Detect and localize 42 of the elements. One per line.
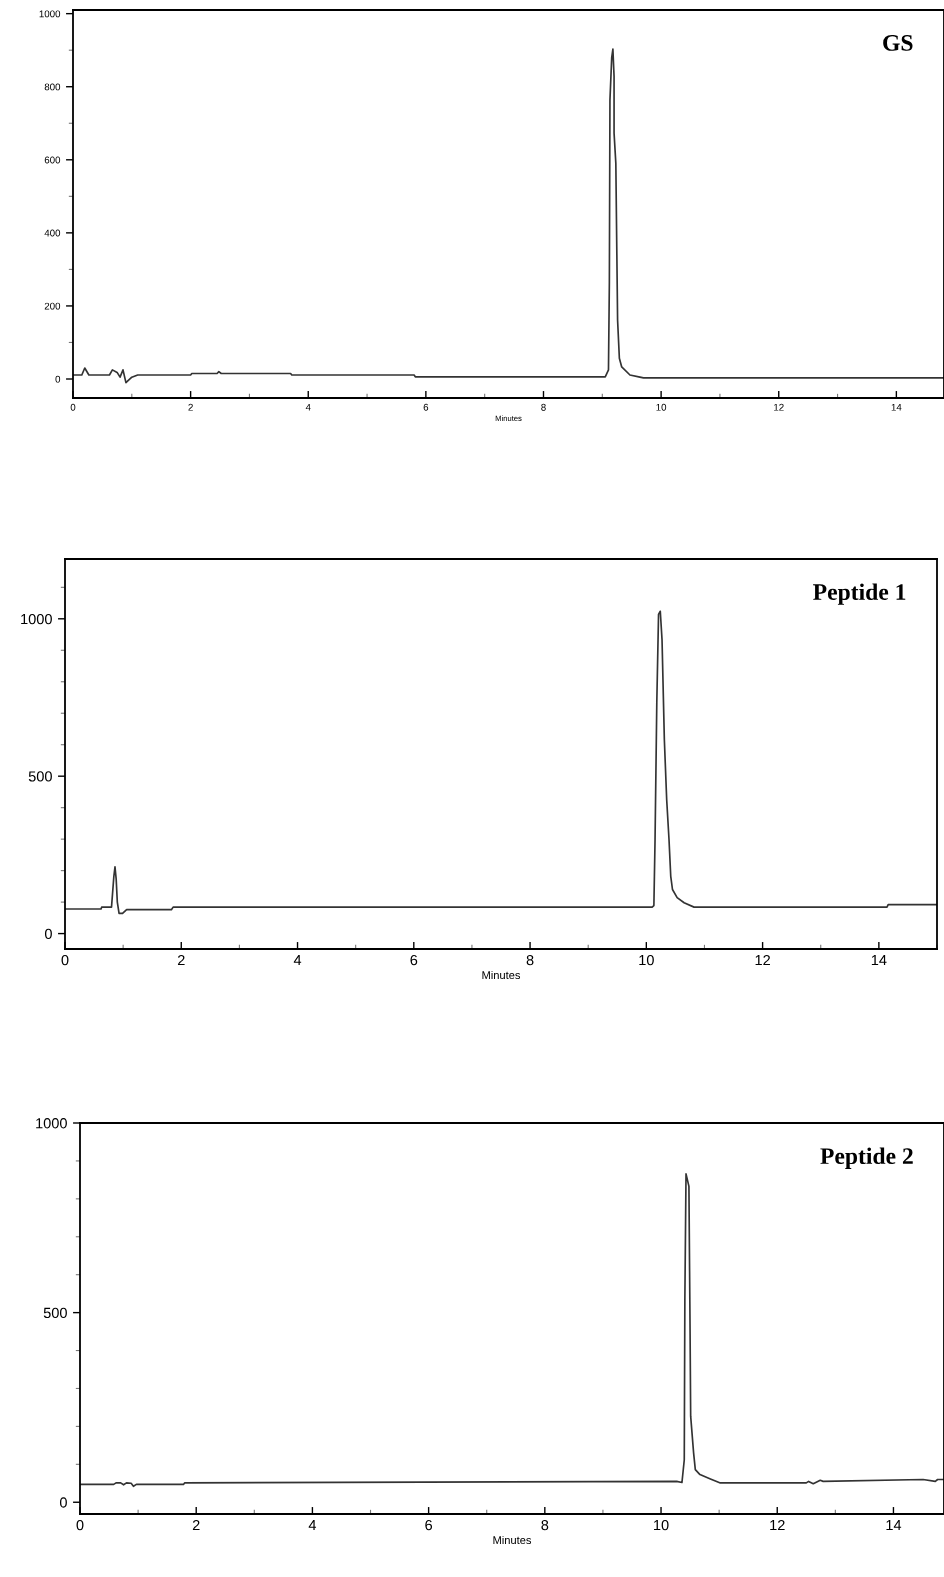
x-tick-label: 14: [886, 1520, 902, 1531]
y-tick-label: 0: [55, 375, 61, 383]
x-tick-label: 2: [192, 1519, 200, 1531]
y-tick-label: 500: [43, 1307, 67, 1319]
x-tick-label: 2: [177, 954, 185, 966]
y-tick-label: 200: [44, 302, 61, 310]
x-axis-title: Minutes: [482, 970, 521, 980]
x-tick-label: 12: [770, 1519, 785, 1531]
line-series: [80, 1172, 944, 1488]
y-tick-label: 800: [44, 83, 61, 91]
x-tick-label: 8: [526, 954, 534, 966]
x-tick-label: 6: [425, 1519, 433, 1531]
x-tick-label: 8: [541, 1519, 549, 1531]
y-tick-label: 0: [44, 928, 52, 939]
y-tick-label: 1000: [39, 10, 61, 18]
x-tick-label: 10: [639, 954, 654, 966]
x-tick-label: 0: [70, 403, 76, 411]
x-tick-label: 14: [891, 403, 902, 411]
x-tick-label: 10: [656, 403, 667, 411]
x-tick-label: 4: [293, 955, 302, 966]
x-tick-label: 12: [755, 954, 770, 966]
x-tick-label: 0: [76, 1519, 84, 1531]
y-tick-label: 500: [28, 771, 52, 782]
y-tick-label: 0: [59, 1497, 67, 1508]
annotation: GS: [883, 34, 913, 51]
x-tick-label: 6: [423, 403, 429, 411]
x-tick-label: 14: [871, 955, 887, 966]
y-tick-label: 400: [44, 229, 61, 237]
x-tick-label: 2: [188, 403, 193, 411]
x-tick-label: 4: [308, 1520, 317, 1531]
annotation: Peptide 2: [820, 1147, 913, 1169]
line-series: [65, 610, 937, 915]
x-tick-label: 4: [305, 403, 311, 411]
y-tick-label: 1000: [21, 613, 52, 625]
y-tick-label: 1000: [36, 1118, 67, 1129]
x-tick-label: 6: [410, 954, 418, 966]
x-axis-title: Minutes: [493, 1535, 532, 1545]
y-tick-label: 600: [44, 156, 61, 164]
x-tick-label: 10: [654, 1519, 669, 1531]
annotation: Peptide 1: [813, 583, 906, 605]
x-tick-label: 12: [774, 403, 784, 411]
x-tick-label: 8: [541, 403, 546, 411]
